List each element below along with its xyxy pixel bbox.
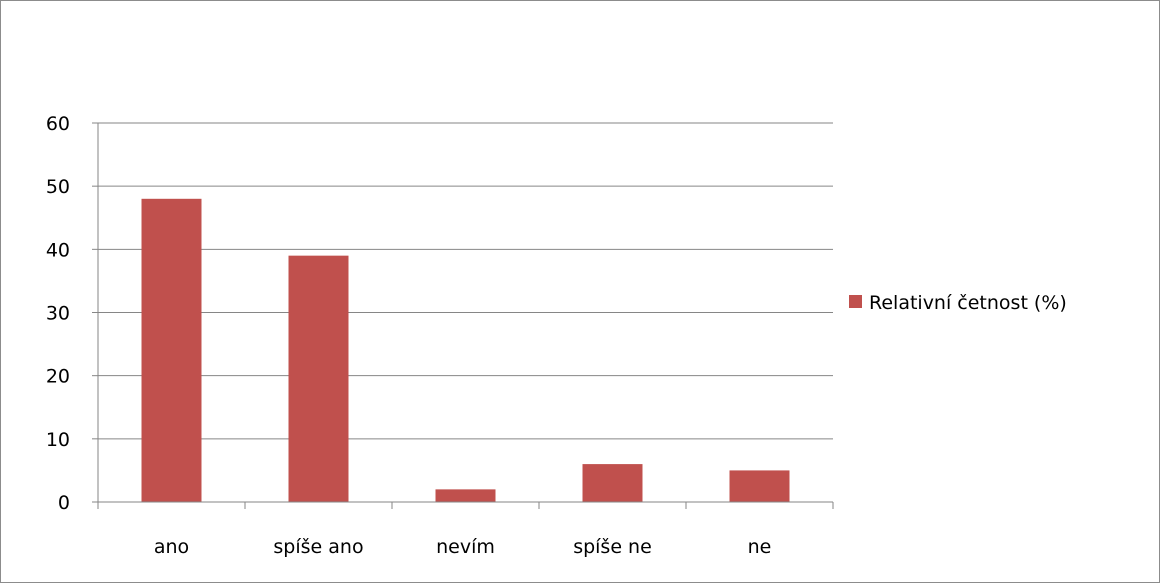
y-axis-tick-labels: 0 10 20 30 40 50 60 bbox=[46, 113, 70, 514]
x-axis-tick-labels: ano spíše ano nevím spíše ne ne bbox=[154, 536, 772, 558]
legend: Relativní četnost (%) bbox=[849, 292, 1067, 314]
y-tick-label: 50 bbox=[46, 176, 70, 198]
bar-3 bbox=[582, 464, 643, 502]
x-tick-label: ne bbox=[748, 536, 772, 558]
axes bbox=[92, 122, 834, 509]
x-tick-label: spíše ne bbox=[573, 536, 652, 558]
bar-4 bbox=[729, 470, 790, 502]
y-tick-label: 40 bbox=[46, 239, 70, 261]
gridlines bbox=[98, 122, 833, 440]
bar-1 bbox=[288, 255, 349, 502]
y-tick-label: 10 bbox=[46, 429, 70, 451]
y-tick-label: 30 bbox=[46, 303, 70, 325]
y-tick-label: 60 bbox=[46, 113, 70, 135]
y-tick-label: 20 bbox=[46, 366, 70, 388]
legend-label: Relativní četnost (%) bbox=[869, 292, 1067, 314]
bar-2 bbox=[435, 489, 496, 502]
x-tick-label: nevím bbox=[436, 536, 495, 558]
bar-0 bbox=[141, 198, 202, 503]
legend-swatch bbox=[849, 295, 862, 308]
x-tick-label: spíše ano bbox=[273, 536, 363, 558]
y-tick-label: 0 bbox=[58, 492, 70, 514]
bars bbox=[141, 198, 790, 503]
x-tick-label: ano bbox=[154, 536, 189, 558]
